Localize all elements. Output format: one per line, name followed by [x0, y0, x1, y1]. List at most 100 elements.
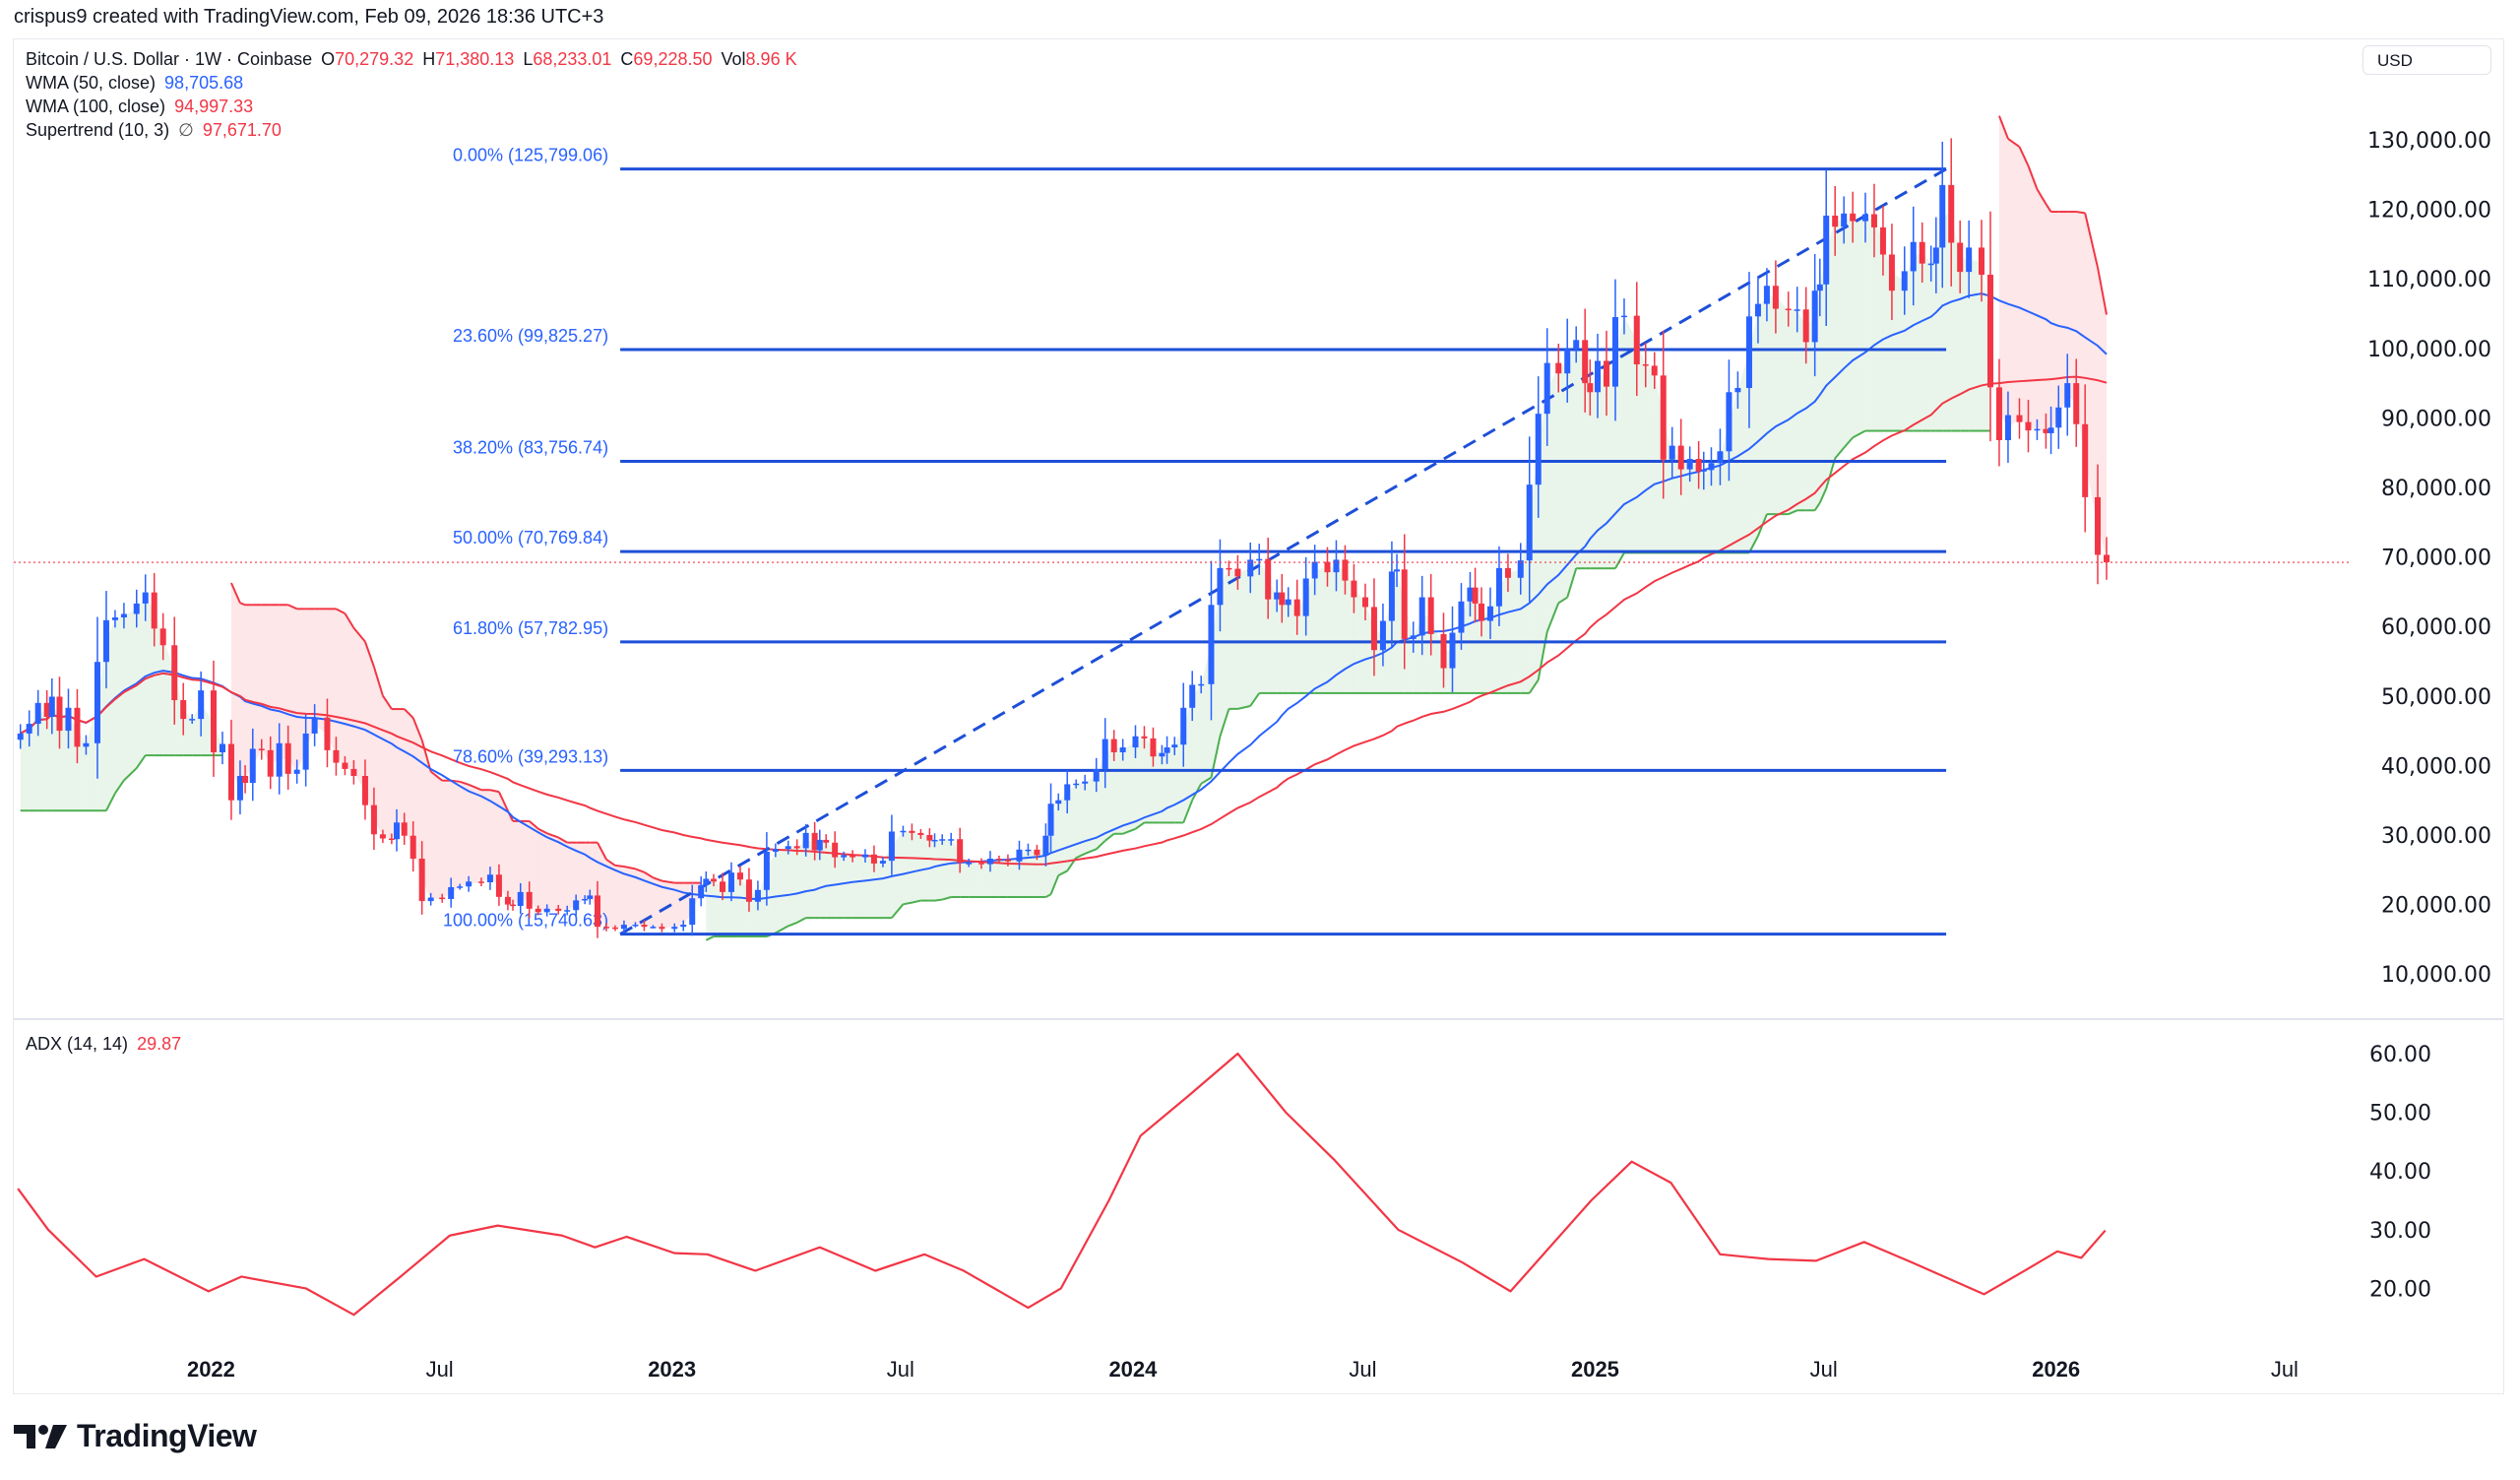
supertrend-fill	[1891, 272, 1905, 431]
supertrend-line	[2027, 165, 2039, 190]
candle-body	[1093, 768, 1100, 782]
candle	[242, 765, 249, 794]
candle	[1234, 554, 1241, 590]
candle	[931, 833, 938, 848]
candle-body	[573, 900, 580, 911]
fib-level-label: 100.00% (15,740.63)	[443, 911, 608, 931]
candle-body	[1401, 569, 1408, 639]
supertrend-fill	[942, 839, 952, 900]
candle-body	[793, 846, 800, 849]
wma100-legend[interactable]: WMA (100, close) 94,997.33	[26, 97, 257, 117]
candle-body	[159, 628, 166, 646]
supertrend-fill	[507, 810, 514, 906]
candle	[1025, 843, 1032, 856]
adx-legend[interactable]: ADX (14, 14) 29.87	[26, 1034, 185, 1055]
candle-body	[1555, 362, 1562, 374]
supertrend-line	[2076, 211, 2086, 215]
supertrend-line	[903, 901, 913, 906]
supertrend-fill	[2098, 267, 2108, 559]
supertrend-fill	[37, 709, 47, 811]
candle	[948, 832, 955, 846]
candle-body	[555, 908, 562, 911]
candle-body	[361, 775, 368, 805]
wma50-legend[interactable]: WMA (50, close) 98,705.68	[26, 73, 247, 94]
candle	[361, 759, 368, 820]
candle	[56, 676, 63, 749]
candle-body	[1370, 607, 1377, 651]
candle-body	[1717, 451, 1724, 464]
supertrend-fill	[1019, 849, 1029, 897]
candle	[1073, 779, 1080, 789]
supertrend-fill	[567, 842, 577, 911]
time-axis-tick: 2024	[1108, 1357, 1158, 1382]
supertrend-fill	[819, 841, 827, 919]
supertrend-legend[interactable]: Supertrend (10, 3) ∅ 97,671.70	[26, 120, 285, 141]
wma50-value: 98,705.68	[164, 73, 244, 93]
candle	[1986, 211, 1993, 442]
supertrend-fill	[201, 704, 214, 756]
candle	[448, 877, 455, 908]
candle	[602, 923, 609, 932]
supertrend-fill	[852, 856, 865, 919]
candle-body	[620, 925, 627, 930]
fib-trend-line	[619, 167, 1947, 935]
candle-body	[680, 925, 687, 928]
supertrend-fill	[920, 833, 930, 901]
supertrend-fill	[287, 605, 297, 772]
supertrend-line	[2097, 267, 2108, 315]
supertrend-fill	[460, 781, 470, 887]
candle	[249, 728, 256, 802]
candle-body	[457, 886, 464, 888]
price-axis-tick: 60,000.00	[2381, 615, 2491, 640]
supertrend-line	[2084, 213, 2099, 268]
candle	[1785, 291, 1792, 327]
candle	[1293, 579, 1300, 635]
candle-body	[1841, 213, 1848, 227]
candle-body	[219, 743, 225, 752]
currency-selector[interactable]: USD	[2362, 45, 2491, 75]
supertrend-fill	[1567, 344, 1577, 598]
supertrend-fill	[1268, 579, 1278, 693]
candle	[1379, 603, 1386, 667]
candle-body	[870, 854, 877, 864]
adx-axis-tick: 30.00	[2369, 1219, 2431, 1244]
supertrend-line	[1134, 821, 1146, 830]
candle-body	[632, 925, 639, 927]
candle	[1440, 612, 1447, 688]
supertrend-line	[635, 868, 645, 873]
candle	[1351, 563, 1357, 613]
supertrend-fill	[520, 820, 530, 901]
symbol-legend[interactable]: Bitcoin / U.S. Dollar · 1W · Coinbase O7…	[26, 49, 801, 70]
supertrend-fill	[345, 612, 354, 773]
candle	[457, 883, 464, 890]
supertrend-fill	[605, 859, 615, 929]
supertrend-fill	[1113, 745, 1123, 834]
candle	[227, 719, 234, 820]
candle-body	[966, 863, 973, 865]
candle-body	[17, 733, 24, 740]
price-axis-tick: 20,000.00	[2381, 894, 2491, 919]
hidden-eye-icon[interactable]: ∅	[178, 120, 194, 140]
candle	[370, 787, 377, 850]
candle-body	[641, 925, 648, 928]
supertrend-fill	[2085, 213, 2099, 527]
supertrend-line	[1084, 848, 1098, 855]
candle	[1370, 578, 1377, 676]
candle	[1082, 774, 1089, 791]
tradingview-logo[interactable]: TradingView	[14, 1418, 257, 1454]
candle-body	[543, 908, 550, 913]
candle-body	[418, 859, 425, 902]
supertrend-fill	[1237, 567, 1251, 709]
candle	[1517, 543, 1524, 595]
supertrend-fill	[529, 820, 538, 911]
candle	[1850, 191, 1857, 243]
candle	[1754, 276, 1761, 344]
candle-body	[727, 872, 734, 892]
candle	[1642, 343, 1649, 388]
candle	[439, 893, 446, 903]
candle	[2048, 406, 2054, 455]
supertrend-fill	[183, 709, 193, 756]
candle-body	[879, 861, 886, 864]
supertrend-fill	[1480, 611, 1490, 693]
